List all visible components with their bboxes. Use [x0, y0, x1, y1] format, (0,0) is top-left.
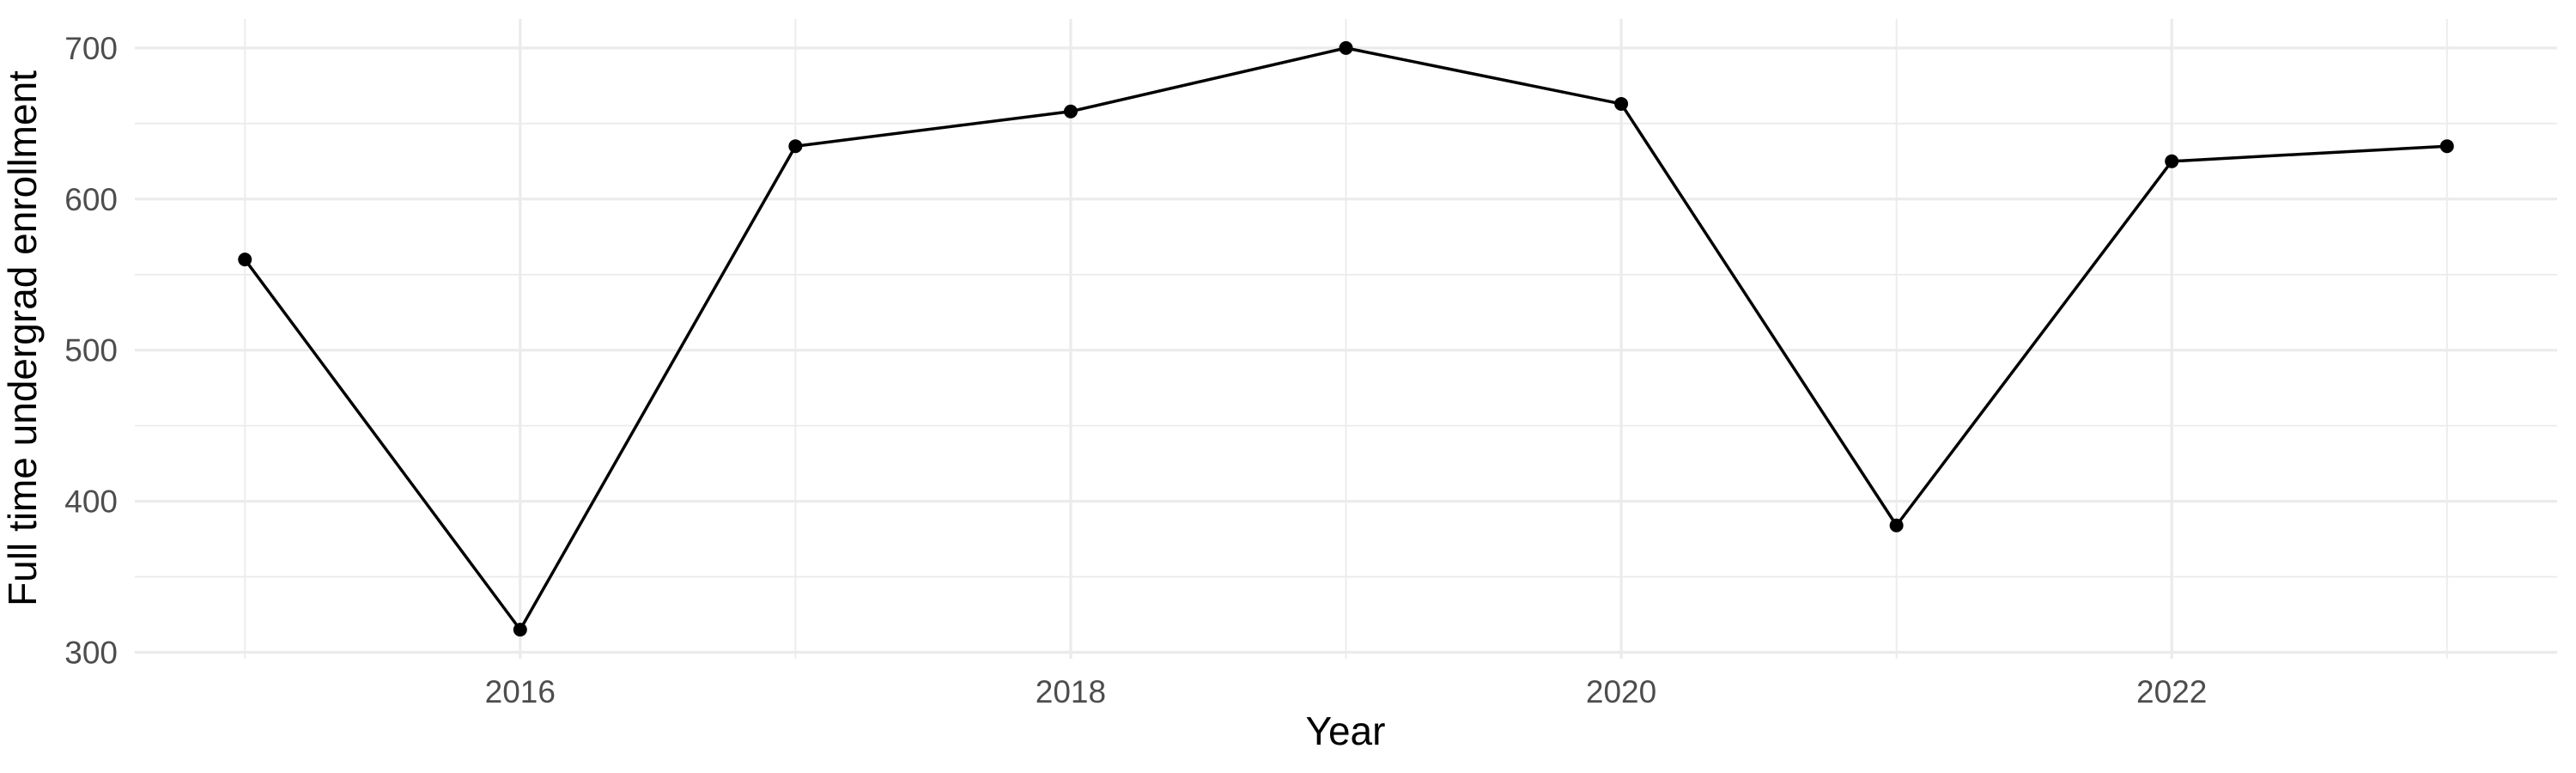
y-tick-label: 500: [64, 333, 118, 368]
x-axis-title: Year: [1306, 709, 1386, 753]
data-point: [2165, 154, 2179, 168]
y-axis-title: Full time undergrad enrollment: [0, 70, 45, 606]
data-point: [1614, 96, 1629, 111]
data-point: [788, 139, 803, 154]
data-point: [1063, 104, 1078, 119]
x-tick-label: 2018: [1036, 674, 1106, 709]
data-point: [1889, 518, 1904, 533]
data-point: [1339, 40, 1353, 55]
x-tick-label: 2022: [2136, 674, 2207, 709]
x-axis-tick-labels: 2016 2018 2020 2022: [485, 674, 2208, 709]
x-tick-label: 2020: [1586, 674, 1656, 709]
x-tick-label: 2016: [485, 674, 556, 709]
data-point: [238, 253, 252, 267]
enrollment-series: [238, 40, 2454, 637]
data-point: [513, 623, 527, 637]
y-tick-label: 600: [64, 182, 118, 217]
minor-gridlines: [135, 19, 2557, 659]
data-point: [2439, 139, 2454, 154]
y-tick-label: 400: [64, 484, 118, 520]
y-axis-tick-labels: 300 400 500 600 700: [64, 31, 118, 671]
y-tick-label: 300: [64, 636, 118, 671]
y-tick-label: 700: [64, 31, 118, 66]
